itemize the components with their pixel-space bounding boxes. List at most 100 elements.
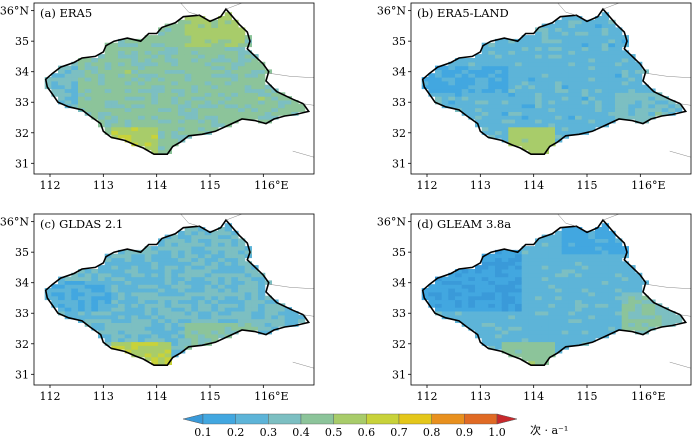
grid-cell [144, 61, 152, 67]
grid-cell [184, 61, 192, 67]
grid-cell [111, 269, 119, 274]
grid-cell [495, 80, 503, 86]
grid-cell [548, 280, 556, 285]
grid-cell [131, 337, 139, 343]
grid-cell [198, 88, 206, 93]
grid-cell [178, 92, 186, 97]
grid-cell [501, 115, 509, 120]
grid-cell [521, 356, 529, 362]
grid-cell [535, 92, 543, 97]
grid-cell [164, 337, 172, 343]
grid-cell [548, 330, 556, 335]
grid-cell [184, 130, 192, 135]
grid-cell [515, 345, 523, 350]
grid-cell [508, 100, 516, 105]
grid-cell [548, 73, 556, 78]
grid-cell [284, 311, 292, 316]
grid-cell [528, 257, 536, 262]
grid-cell [615, 31, 623, 36]
grid-cell [258, 69, 266, 74]
basin-boundary-b [421, 7, 688, 155]
grid-cell [535, 269, 543, 274]
grid-cell [224, 230, 232, 236]
grid-cell [191, 341, 199, 346]
grid-cell [568, 119, 576, 124]
grid-cell [508, 318, 516, 323]
grid-cell [118, 291, 126, 297]
grid-cell [521, 307, 529, 312]
grid-cell [84, 272, 92, 278]
grid-cell [164, 61, 172, 67]
grid-cell [541, 295, 549, 301]
grid-cell [178, 119, 186, 124]
grid-cell [218, 96, 226, 101]
grid-cell [521, 253, 529, 259]
grid-cell [178, 31, 186, 36]
grid-cell [481, 107, 489, 112]
grid-cell [448, 103, 456, 109]
grid-cell [481, 100, 489, 105]
grid-cell [468, 307, 476, 312]
grid-cell [468, 61, 476, 67]
grid-cell [575, 80, 583, 86]
grid-cell [144, 54, 152, 59]
grid-cell [508, 54, 516, 59]
grid-cell [528, 115, 536, 120]
grid-cell [535, 46, 543, 51]
grid-cell [428, 84, 436, 90]
grid-cell [218, 257, 226, 262]
grid-cell [528, 141, 536, 147]
grid-cell [495, 253, 503, 259]
grid-cell [628, 77, 636, 82]
grid-cell [541, 54, 549, 59]
grid-cell [575, 65, 583, 70]
grid-cell [548, 345, 556, 350]
grid-cell [448, 314, 456, 320]
grid-cell [104, 84, 112, 90]
grid-cell [475, 107, 483, 112]
grid-cell [455, 295, 463, 301]
grid-cell [84, 103, 92, 109]
grid-cell [204, 291, 212, 297]
grid-cell [595, 318, 603, 323]
grid-cell [628, 80, 636, 86]
grid-cell [621, 318, 629, 323]
grid-cell [561, 230, 569, 236]
grid-cell [568, 269, 576, 274]
grid-cell [164, 138, 172, 143]
grid-cell [71, 295, 79, 301]
colorbar-unit-label: 次 · a⁻¹ [530, 423, 568, 437]
grid-cell [211, 65, 219, 70]
grid-cell [84, 299, 92, 304]
grid-cell [204, 257, 212, 262]
grid-cell [284, 103, 292, 109]
grid-cell [448, 280, 456, 285]
grid-cell [608, 61, 616, 67]
grid-cell [244, 65, 252, 70]
grid-cell [588, 307, 596, 312]
grid-cell [515, 130, 523, 135]
grid-cell [144, 261, 152, 266]
grid-cell [535, 31, 543, 36]
grid-cell [495, 276, 503, 281]
grid-cell [568, 272, 576, 278]
grid-cell [184, 322, 192, 327]
grid-cell [581, 276, 589, 281]
grid-cell [171, 330, 179, 335]
grid-cell [118, 318, 126, 323]
grid-cell [521, 119, 529, 124]
grid-cell [548, 238, 556, 243]
grid-cell [608, 284, 616, 289]
grid-cell [178, 253, 186, 259]
grid-cell [561, 242, 569, 247]
grid-cell [144, 299, 152, 304]
grid-cell [548, 352, 556, 358]
grid-cell [198, 249, 206, 255]
grid-cell [178, 276, 186, 281]
grid-cell [224, 111, 232, 116]
grid-cell [608, 261, 616, 266]
grid-cell [635, 69, 643, 74]
grid-cell [641, 303, 649, 308]
grid-cell [58, 303, 66, 308]
grid-cell [231, 46, 239, 51]
